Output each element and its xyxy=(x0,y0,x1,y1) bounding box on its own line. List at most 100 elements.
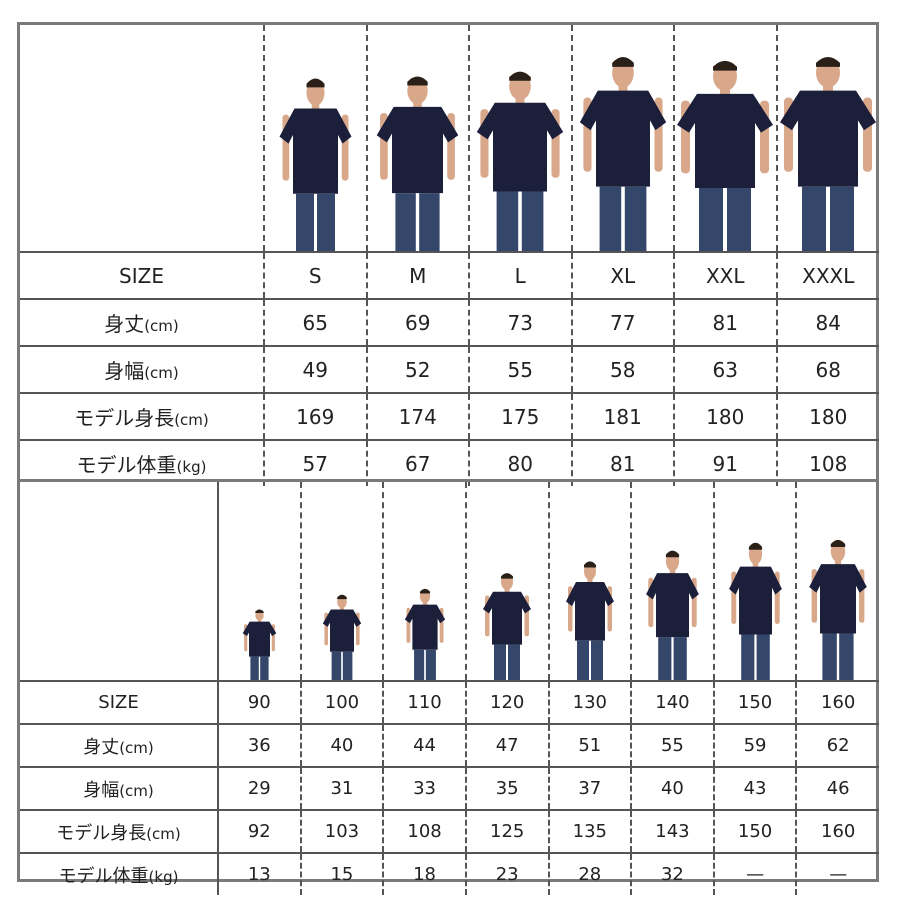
table-cell: 160 xyxy=(795,681,879,725)
model-photo-icon xyxy=(404,588,445,680)
table-cell: 160 xyxy=(795,810,879,854)
table-cell: 55 xyxy=(630,724,714,768)
table-cell: 169 xyxy=(263,393,367,441)
row-label-unit: (cm) xyxy=(144,364,179,382)
row-label-unit: (cm) xyxy=(144,317,179,335)
table-cell: 37 xyxy=(547,767,632,811)
row-label: モデル体重(kg) xyxy=(20,440,265,486)
table-cell: 90 xyxy=(217,681,301,725)
row-label-text: 身丈 xyxy=(104,312,145,336)
row-label: モデル体重(kg) xyxy=(20,853,219,895)
table-cell: 69 xyxy=(365,299,469,347)
row-label: 身丈(cm) xyxy=(20,299,265,347)
adult-row-width: 身幅(cm) 49 52 55 58 63 68 xyxy=(20,346,879,394)
model-photo-icon xyxy=(677,60,774,251)
size-chart: SIZE S M L XL XXL XXXL 身丈(cm) 65 69 73 77 81 84 身幅(c… xyxy=(17,22,879,895)
table-cell: 180 xyxy=(673,393,777,441)
table-cell: 43 xyxy=(712,767,797,811)
row-label-text: SIZE xyxy=(98,692,139,713)
row-label: 身丈(cm) xyxy=(20,724,219,768)
adult-photo-row xyxy=(20,25,879,253)
row-label: SIZE xyxy=(20,252,265,300)
table-cell: 125 xyxy=(464,810,549,854)
table-cell: 150 xyxy=(712,681,797,725)
table-cell: 18 xyxy=(382,853,466,895)
table-cell: 40 xyxy=(299,724,384,768)
kids-row-model-weight: モデル体重(kg) 13 15 18 23 28 32— — xyxy=(20,853,879,895)
row-label: モデル身長(cm) xyxy=(20,810,219,854)
adult-row-length: 身丈(cm) 65 69 73 77 81 84 xyxy=(20,299,879,347)
table-cell: 67 xyxy=(365,440,469,486)
adult-row-model-height: モデル身長(cm) 169 174 175 181 180 180 xyxy=(20,393,879,441)
model-photo-110 xyxy=(382,480,466,682)
table-cell: — xyxy=(795,853,879,895)
row-label-text: 身丈 xyxy=(83,736,120,758)
model-photo-icon xyxy=(483,573,532,680)
table-cell: 92 xyxy=(217,810,301,854)
table-cell: 55 xyxy=(468,346,572,394)
model-photo-S xyxy=(263,25,367,253)
model-photo-L xyxy=(468,25,572,253)
table-cell: 49 xyxy=(263,346,367,394)
table-cell: 23 xyxy=(464,853,549,895)
model-photo-icon xyxy=(780,56,877,251)
table-cell: M xyxy=(365,252,469,300)
table-cell: 91 xyxy=(673,440,777,486)
model-photo-icon xyxy=(242,609,277,680)
model-photo-icon xyxy=(646,550,699,680)
model-photo-XXXL xyxy=(775,25,879,253)
table-cell: 62 xyxy=(795,724,879,768)
row-label-unit: (cm) xyxy=(174,411,209,429)
table-cell: 175 xyxy=(468,393,572,441)
table-cell: — xyxy=(712,853,797,895)
adult-size-table: SIZE S M L XL XXL XXXL 身丈(cm) 65 69 73 77 81 84 身幅(c… xyxy=(20,25,879,486)
model-photo-100 xyxy=(299,480,384,682)
table-cell: 143 xyxy=(630,810,714,854)
table-cell: 32 xyxy=(630,853,714,895)
table-cell: 58 xyxy=(570,346,674,394)
row-label-unit: (cm) xyxy=(119,738,154,757)
row-label: 身幅(cm) xyxy=(20,346,265,394)
model-photo-130 xyxy=(547,480,632,682)
table-cell: S xyxy=(263,252,367,300)
table-cell: 40 xyxy=(630,767,714,811)
table-cell: 140 xyxy=(630,681,714,725)
kids-row-model-height: モデル身長(cm) 92 103 108 125 135 143 150 160 xyxy=(20,810,879,854)
table-cell: 57 xyxy=(263,440,367,486)
model-photo-icon xyxy=(579,56,666,251)
table-cell: 100 xyxy=(299,681,384,725)
table-cell: 46 xyxy=(795,767,879,811)
table-cell: 130 xyxy=(547,681,632,725)
table-cell: 44 xyxy=(382,724,466,768)
table-cell: 120 xyxy=(464,681,549,725)
model-photo-140 xyxy=(630,480,714,682)
table-cell: 181 xyxy=(570,393,674,441)
row-label: 身幅(cm) xyxy=(20,767,219,811)
model-photo-90 xyxy=(217,480,301,682)
row-label-text: モデル体重 xyxy=(58,865,149,887)
table-cell: 52 xyxy=(365,346,469,394)
table-cell: XXXL xyxy=(775,252,879,300)
table-cell: 80 xyxy=(468,440,572,486)
table-cell: 135 xyxy=(547,810,632,854)
model-photo-icon xyxy=(728,542,782,680)
model-photo-icon xyxy=(322,594,362,680)
kids-row-width: 身幅(cm) 29 31 33 35 37 40 43 46 xyxy=(20,767,879,811)
row-label-text: SIZE xyxy=(119,263,164,288)
model-photo-150 xyxy=(712,480,797,682)
model-photo-M xyxy=(365,25,469,253)
table-cell: XXL xyxy=(673,252,777,300)
table-cell: 51 xyxy=(547,724,632,768)
table-cell: 103 xyxy=(299,810,384,854)
model-photo-icon xyxy=(565,561,614,680)
table-cell: 33 xyxy=(382,767,466,811)
row-label-unit: (kg) xyxy=(176,458,207,476)
table-cell: 28 xyxy=(547,853,632,895)
table-cell: 110 xyxy=(382,681,466,725)
table-cell: 150 xyxy=(712,810,797,854)
table-cell: 36 xyxy=(217,724,301,768)
row-label: SIZE xyxy=(20,681,219,725)
table-cell: 47 xyxy=(464,724,549,768)
table-cell: 108 xyxy=(382,810,466,854)
kids-photo-row xyxy=(20,480,879,682)
